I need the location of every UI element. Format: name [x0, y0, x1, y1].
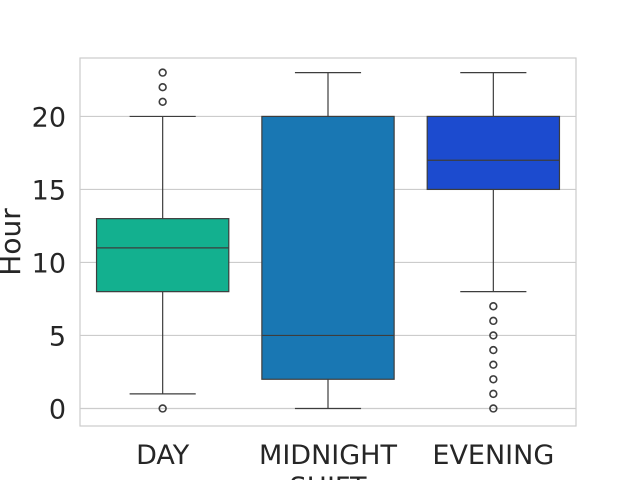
y-tick-label: 15 — [32, 175, 66, 206]
y-tick-label: 10 — [32, 248, 66, 279]
outlier-point — [489, 375, 498, 384]
outlier-point — [489, 404, 498, 413]
x-tick-label: DAY — [136, 440, 190, 471]
outlier-point — [489, 316, 498, 326]
outlier-point — [489, 302, 498, 311]
box-iqr — [95, 218, 230, 293]
box-iqr — [261, 115, 395, 380]
y-tick-label: 0 — [49, 394, 66, 425]
y-tick-label: 5 — [49, 321, 66, 352]
x-tick-label-line: SHIFT — [290, 472, 367, 480]
box-evening — [426, 72, 561, 413]
outlier-point — [158, 68, 167, 77]
outlier-point — [489, 360, 498, 369]
x-tick-label: EVENING — [432, 440, 554, 471]
outlier-point — [489, 345, 498, 355]
y-axis-label: Hour — [0, 208, 27, 276]
x-tick-label: MIDNIGHTSHIFT — [259, 440, 397, 480]
box-day — [95, 68, 230, 413]
x-tick-label-line: EVENING — [432, 440, 554, 471]
box-midnight-shift — [261, 72, 395, 410]
x-tick-label-line: DAY — [136, 440, 190, 471]
y-axis: 0 5 10 15 20 — [32, 102, 66, 425]
box-series — [95, 68, 561, 413]
outlier-point — [158, 83, 167, 92]
outlier-point — [489, 331, 498, 340]
x-tick-label-line: MIDNIGHT — [259, 440, 397, 471]
outlier-point — [158, 97, 167, 107]
box-iqr — [426, 115, 561, 191]
x-axis: DAY MIDNIGHTSHIFT EVENING — [136, 440, 554, 480]
outlier-point — [489, 389, 498, 399]
y-tick-label: 20 — [32, 102, 66, 133]
outlier-point — [158, 404, 167, 413]
